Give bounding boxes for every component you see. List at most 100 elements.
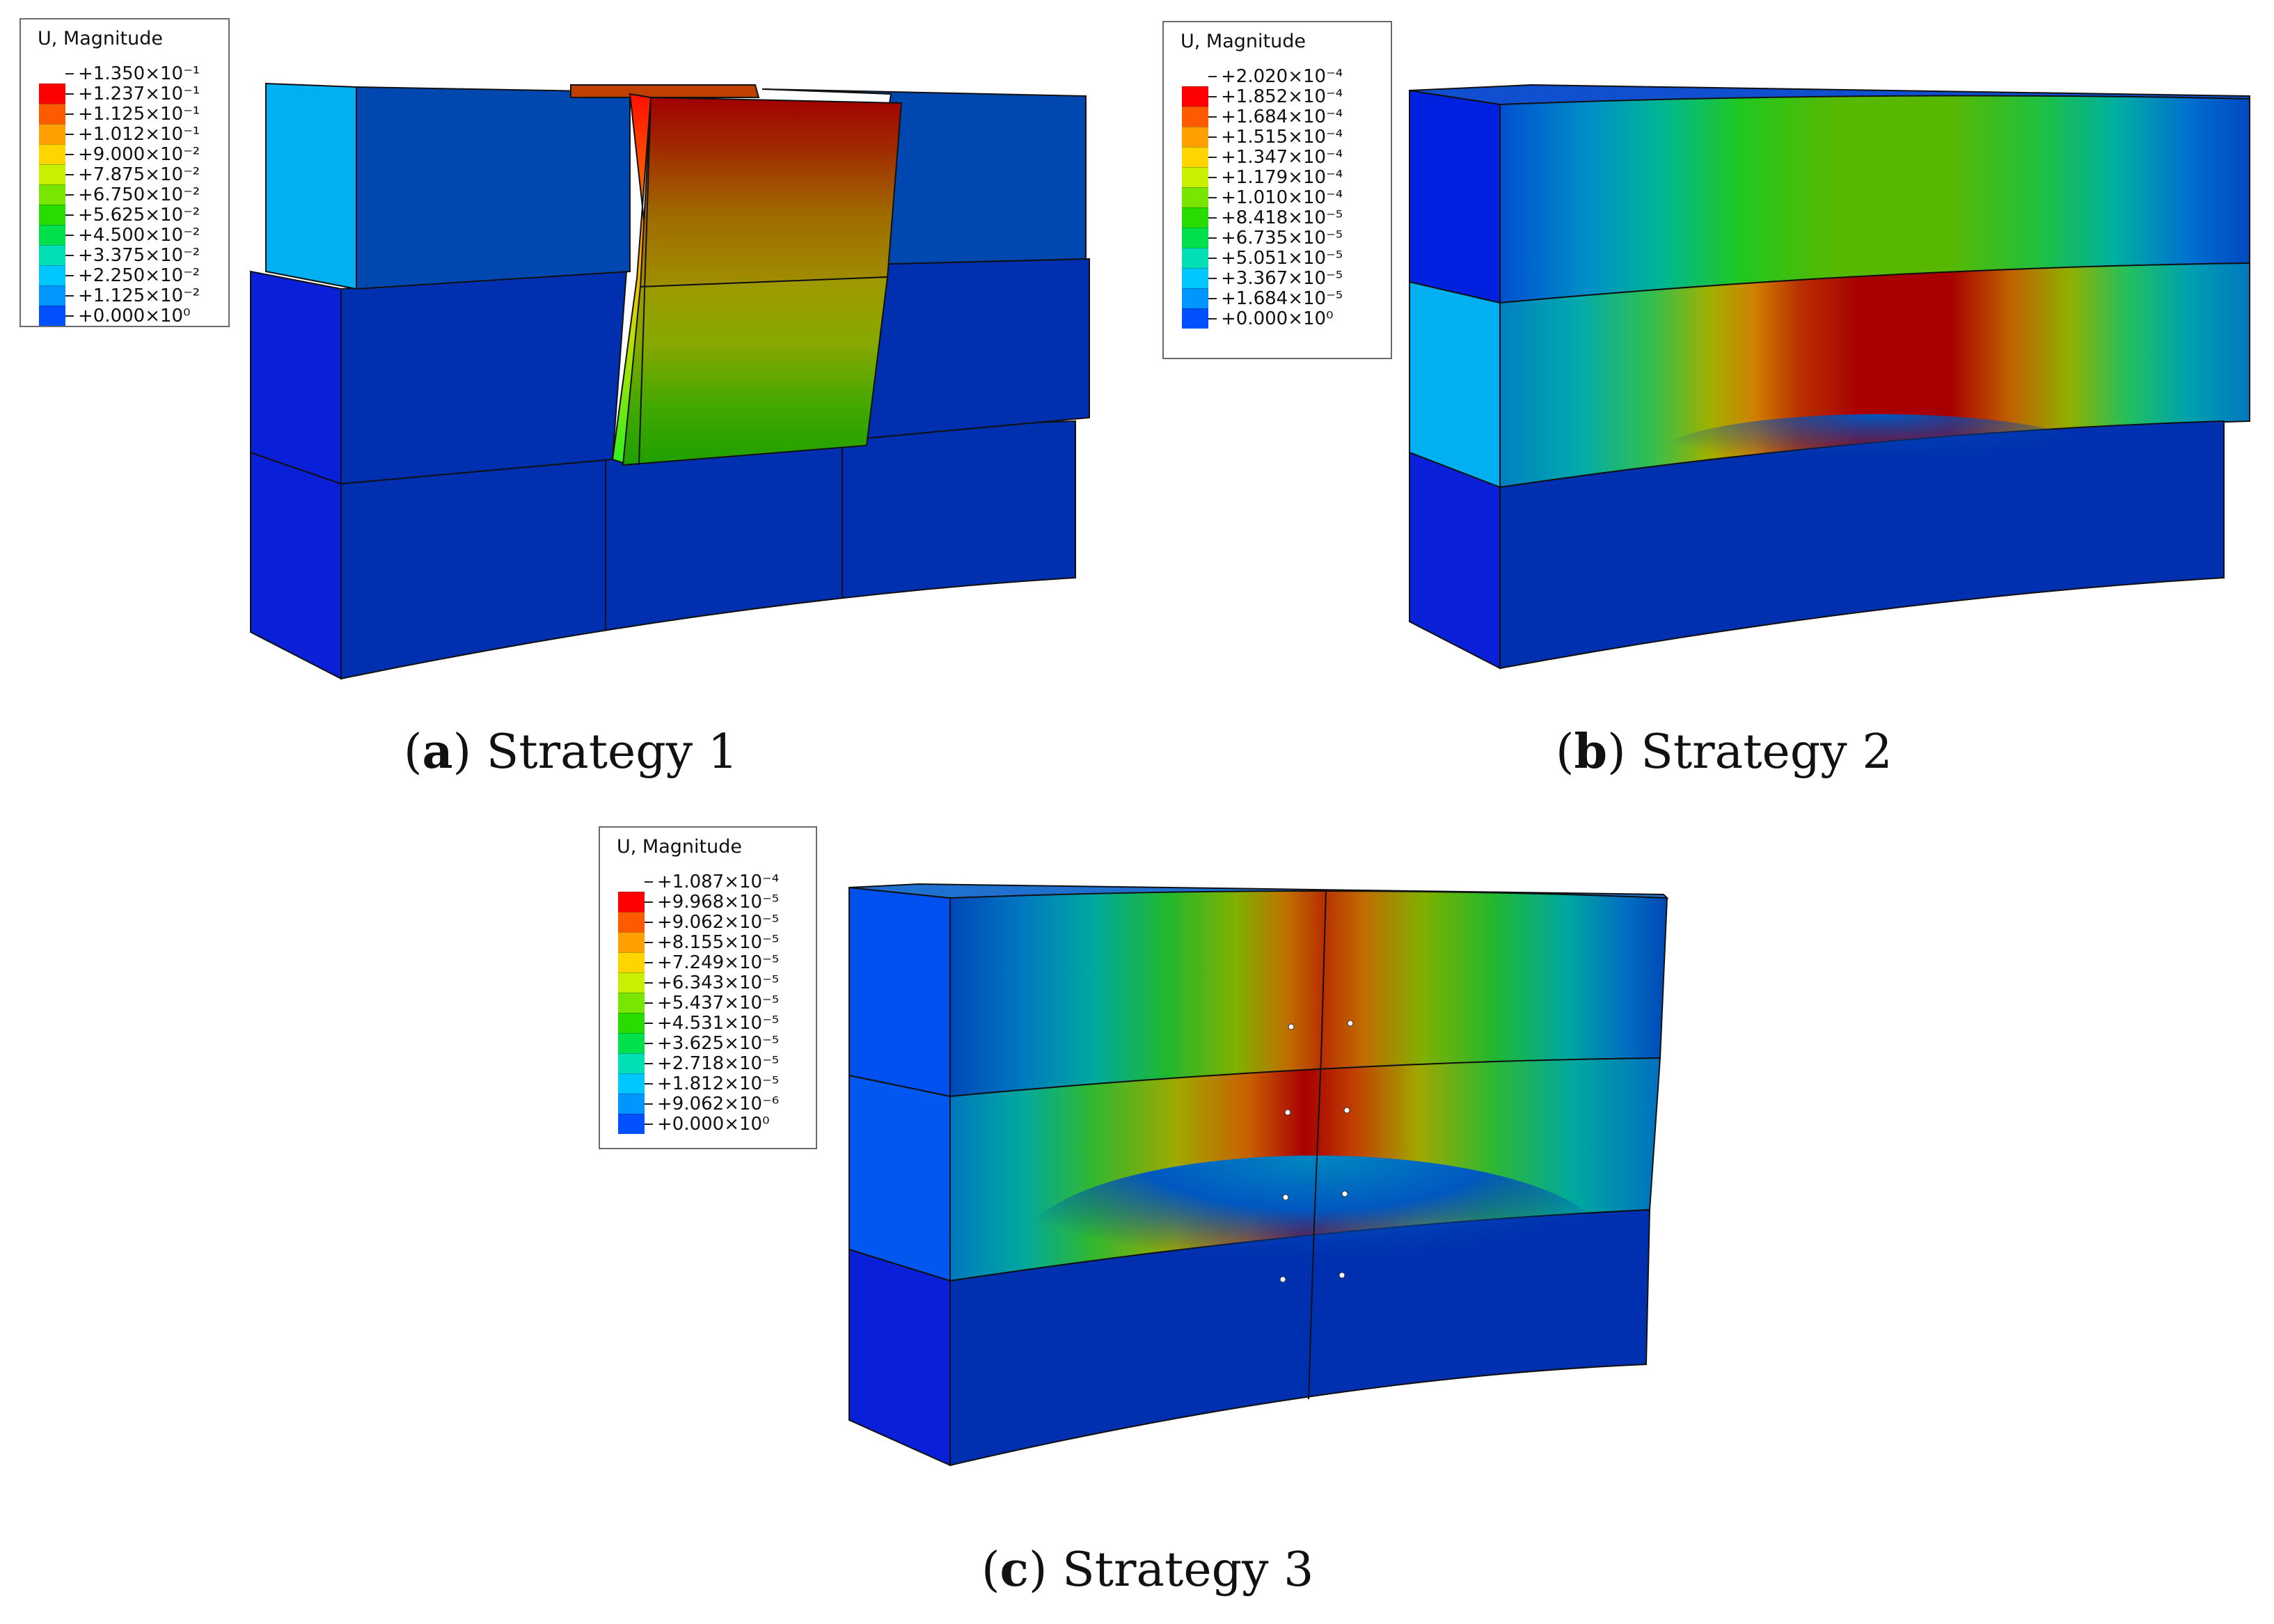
legend-row: +1.684×10⁻⁵ [1164, 288, 1391, 329]
legend-swatch [39, 306, 65, 326]
legend-swatch [39, 184, 65, 205]
legend-title: U, Magnitude [1181, 31, 1306, 52]
legend-value-label: +7.875×10⁻² [78, 164, 200, 185]
legend-value-label: +9.968×10⁻⁵ [657, 892, 780, 913]
legend-row: +9.062×10⁻⁶ [600, 1094, 816, 1134]
legend-value-label: +3.375×10⁻² [78, 245, 200, 266]
panel-b-middle-left-side [1409, 281, 1501, 489]
legend-tick [645, 1023, 653, 1024]
legend-swatch [618, 993, 645, 1013]
legend-tick [1208, 258, 1217, 259]
legend-value-label: +5.437×10⁻⁵ [657, 993, 780, 1014]
legend-value-label: +1.350×10⁻¹ [78, 63, 200, 84]
legend-value-label: +3.367×10⁻⁵ [1221, 268, 1343, 289]
legend-tick [645, 881, 653, 883]
legend-swatch [1182, 308, 1208, 329]
legend-value-label: +1.237×10⁻¹ [78, 84, 200, 104]
legend-row: +1.237×10⁻¹ [21, 84, 228, 124]
caption-panel-c: (c) Strategy 3 [981, 1542, 1314, 1598]
legend-row: +1.179×10⁻⁴ [1164, 167, 1391, 207]
caption-panel-b: (b) Strategy 2 [1556, 724, 1893, 780]
legend-swatch [618, 892, 645, 912]
legend-row: +1.350×10⁻¹ [21, 63, 228, 104]
legend-value-label: +9.000×10⁻² [78, 144, 200, 165]
legend-value-label: +9.062×10⁻⁵ [657, 912, 780, 933]
legend-tick [1208, 197, 1217, 198]
legend-value-label: +6.343×10⁻⁵ [657, 972, 780, 993]
legend-tick [1208, 76, 1217, 77]
panel-a-top-cap [570, 84, 760, 98]
panel-a-key-block-lower [622, 276, 889, 466]
legend-row: +1.684×10⁻⁴ [1164, 107, 1391, 147]
legend-row: +5.051×10⁻⁵ [1164, 248, 1391, 288]
legend-swatch [1182, 288, 1208, 308]
legend-value-label: +8.418×10⁻⁵ [1221, 207, 1343, 228]
legend-tick [645, 982, 653, 984]
legend-row: +6.750×10⁻² [21, 184, 228, 225]
legend-tick [65, 255, 74, 256]
legend-row: +2.718×10⁻⁵ [600, 1053, 816, 1094]
legend-tick [65, 194, 74, 196]
legend-tick [65, 174, 74, 175]
caption-text: Strategy 2 [1641, 725, 1893, 780]
panel-b-model [1409, 84, 2250, 670]
legend-swatch [39, 144, 65, 164]
legend-swatch [618, 1013, 645, 1033]
legend-tick [645, 901, 653, 903]
legend-row: +9.062×10⁻⁵ [600, 912, 816, 952]
legend-value-label: +0.000×10⁰ [1221, 308, 1334, 329]
legend-value-label: +1.010×10⁻⁴ [1221, 187, 1343, 208]
panel-c-middle-left-side [848, 1074, 951, 1282]
legend-swatch [618, 972, 645, 993]
legend-row: +7.249×10⁻⁵ [600, 952, 816, 993]
legend-swatch [39, 265, 65, 285]
legend-swatch [1182, 228, 1208, 248]
legend-tick [1208, 217, 1217, 219]
caption-text: Strategy 3 [1062, 1543, 1314, 1598]
legend-row: +8.418×10⁻⁵ [1164, 207, 1391, 248]
legend-tick [1208, 136, 1217, 138]
legend-row: +1.812×10⁻⁵ [600, 1073, 816, 1114]
legend-row: +2.020×10⁻⁴ [1164, 66, 1391, 107]
legend-swatch [618, 1094, 645, 1114]
legend-tick [645, 1002, 653, 1004]
panel-a-middle-front-left [340, 270, 628, 485]
legend-value-label: +2.020×10⁻⁴ [1221, 66, 1343, 87]
legend-swatch [618, 1073, 645, 1094]
legend-value-label: +1.012×10⁻¹ [78, 124, 200, 145]
legend-panel-c: U, Magnitude +1.087×10⁻⁴ +9.968×10⁻⁵ +9.06… [599, 826, 817, 1149]
legend-tick [65, 134, 74, 135]
legend-tick [65, 295, 74, 297]
legend-tick [1208, 298, 1217, 299]
legend-tick [65, 214, 74, 216]
legend-swatch [1182, 207, 1208, 228]
legend-tick [65, 93, 74, 95]
legend-value-label: +0.000×10⁰ [78, 306, 191, 326]
legend-value-label: +1.125×10⁻¹ [78, 104, 200, 125]
panel-c-model [848, 883, 1669, 1467]
caption-letter: c [1000, 1542, 1029, 1598]
legend-swatch [618, 1053, 645, 1073]
legend-row: +4.531×10⁻⁵ [600, 1013, 816, 1053]
legend-tick [65, 113, 74, 115]
legend-tick [645, 1083, 653, 1085]
legend-tick [1208, 318, 1217, 320]
legend-row: +1.125×10⁻² [21, 285, 228, 326]
legend-tick [645, 942, 653, 943]
legend-row: +9.000×10⁻² [21, 144, 228, 184]
legend-value-label: +1.515×10⁻⁴ [1221, 127, 1343, 148]
legend-swatch [618, 1033, 645, 1053]
legend-swatch [39, 104, 65, 124]
legend-swatch [1182, 187, 1208, 207]
legend-row: +7.875×10⁻² [21, 164, 228, 205]
panel-a-middle-front-right [862, 258, 1090, 440]
legend-row: +4.500×10⁻² [21, 225, 228, 265]
legend-tick [645, 1043, 653, 1044]
legend-tick [65, 315, 74, 317]
legend-row: +3.375×10⁻² [21, 245, 228, 285]
legend-value-label: +1.812×10⁻⁵ [657, 1073, 780, 1094]
panel-c-top-left-side [848, 886, 951, 1098]
legend-row: +6.343×10⁻⁵ [600, 972, 816, 1013]
legend-swatch [39, 164, 65, 184]
